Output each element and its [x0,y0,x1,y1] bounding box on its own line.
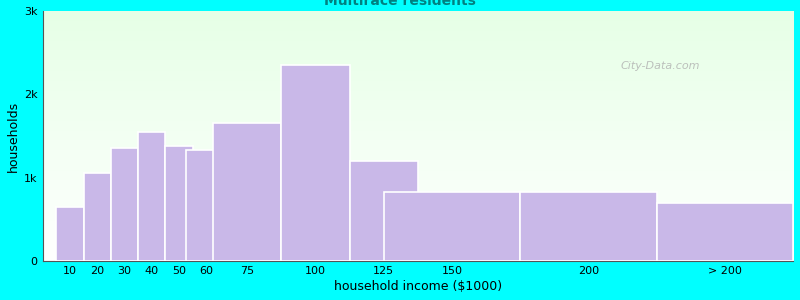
Bar [282,65,350,261]
X-axis label: household income ($1000): household income ($1000) [334,280,502,293]
Bar [56,207,83,261]
Text: City-Data.com: City-Data.com [621,61,700,71]
Bar [213,124,282,261]
Bar [350,161,418,261]
Bar [657,203,793,261]
Bar [166,146,193,261]
Y-axis label: households: households [7,100,20,172]
Text: Multirace residents: Multirace residents [324,0,476,8]
Bar [111,148,138,261]
Bar [83,173,111,261]
Bar [384,192,520,261]
Bar [186,150,227,261]
Bar [138,132,166,261]
Bar [520,192,657,261]
